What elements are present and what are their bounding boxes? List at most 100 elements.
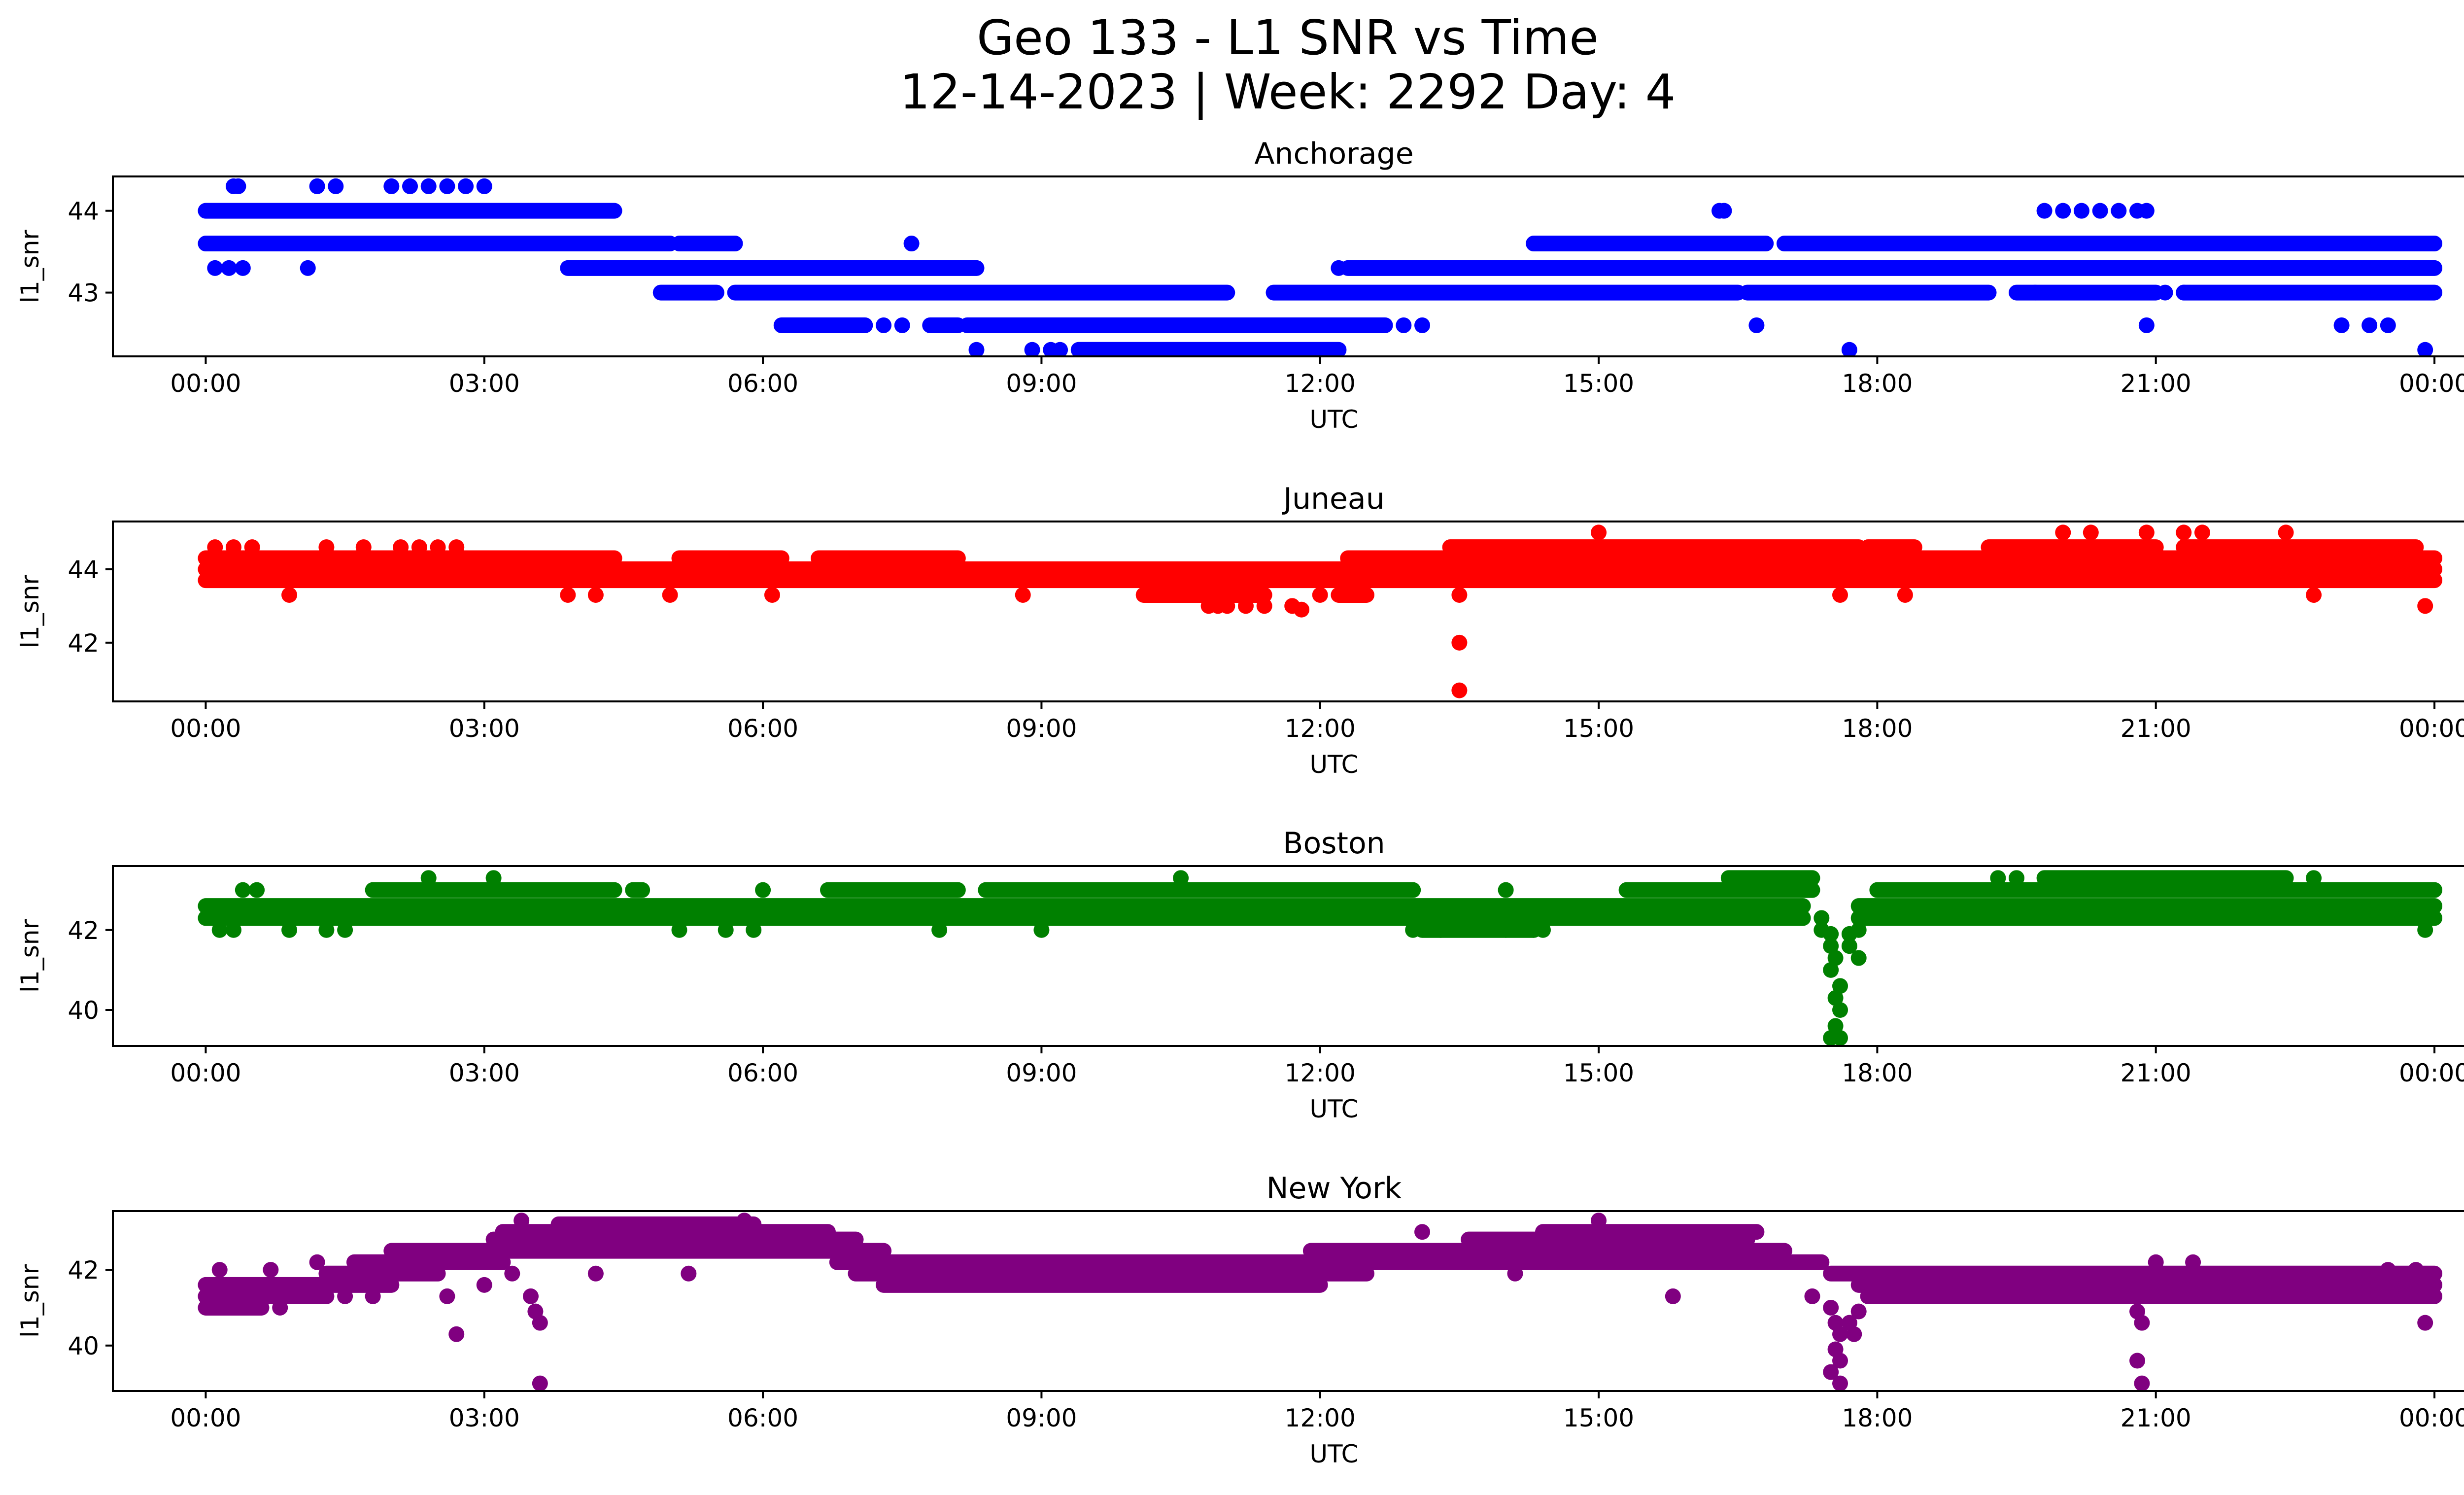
data-layer — [198, 870, 2443, 1046]
data-point — [764, 587, 780, 603]
axes-frame — [112, 521, 2464, 702]
data-point — [2138, 317, 2155, 333]
data-point — [420, 178, 437, 194]
data-point — [337, 1288, 353, 1304]
x-tick-label: 00:00 — [170, 714, 241, 743]
data-point — [1294, 601, 1310, 618]
data-point — [811, 317, 827, 333]
data-point — [2134, 1315, 2150, 1331]
data-point — [2148, 1254, 2164, 1270]
data-point — [1237, 598, 1254, 614]
data-point — [1897, 587, 1913, 603]
data-point — [587, 1265, 604, 1282]
data-point — [1665, 1288, 1681, 1304]
data-point — [532, 1375, 548, 1391]
data-point — [2157, 284, 2173, 301]
data-point — [1451, 634, 1468, 651]
subplot-anchorage: 00:00 03:00 06:00 09:00 12:00 15:00 18:00 21:00… — [16, 137, 2464, 434]
data-point — [1015, 587, 1031, 603]
x-tick-label: 06:00 — [727, 1404, 798, 1432]
figure-title-line1: Geo 133 - L1 SNR vs Time — [977, 10, 1599, 66]
data-point — [504, 1265, 520, 1282]
data-point — [1814, 922, 1830, 938]
x-axis-label: UTC — [1309, 405, 1358, 434]
data-point — [476, 1277, 492, 1293]
data-point — [1173, 870, 1189, 886]
data-point — [2417, 598, 2433, 614]
data-point — [2278, 524, 2294, 541]
data-point — [211, 922, 228, 938]
data-point — [2036, 203, 2053, 219]
figure-title-line2: 12-14-2023 | Week: 2292 Day: 4 — [899, 64, 1676, 120]
data-point — [1804, 1288, 1820, 1304]
x-tick-label: 15:00 — [1563, 1404, 1634, 1432]
data-point — [448, 539, 465, 556]
x-tick-label: 09:00 — [1006, 1404, 1077, 1432]
data-point — [560, 587, 576, 603]
data-point — [221, 260, 237, 276]
data-point — [2111, 203, 2127, 219]
data-point — [2306, 587, 2322, 603]
x-tick-label: 00:00 — [170, 1404, 241, 1432]
data-point — [1823, 1299, 1839, 1316]
data-point — [522, 1288, 539, 1304]
subplot-title: Juneau — [1281, 482, 1384, 516]
subplot-title: Anchorage — [1254, 137, 1413, 171]
data-point — [1405, 922, 1421, 938]
data-point — [439, 1288, 455, 1304]
data-point — [1507, 1265, 1523, 1282]
x-tick-label: 21:00 — [2121, 1404, 2191, 1432]
x-tick-label: 12:00 — [1285, 714, 1356, 743]
data-point — [1414, 317, 1431, 333]
data-point — [718, 922, 734, 938]
data-point — [476, 178, 492, 194]
data-point — [318, 922, 335, 938]
data-point — [318, 539, 335, 556]
data-point — [903, 236, 920, 252]
x-tick-label: 09:00 — [1006, 1059, 1077, 1087]
y-tick-label: 42 — [68, 1256, 99, 1285]
x-tick-label: 06:00 — [727, 714, 798, 743]
x-tick-label: 00:00 — [170, 1059, 241, 1087]
data-point — [1823, 938, 1839, 954]
x-tick-label: 09:00 — [1006, 369, 1077, 398]
data-point — [1451, 587, 1468, 603]
x-tick-label: 00:00 — [2399, 369, 2464, 398]
data-point — [2361, 317, 2378, 333]
x-tick-label: 18:00 — [1842, 714, 1913, 743]
data-point — [272, 1299, 288, 1316]
axes-frame — [112, 1210, 2464, 1392]
data-point — [1748, 317, 1765, 333]
data-point — [2009, 870, 2025, 886]
data-point — [411, 539, 427, 556]
data-point — [746, 922, 762, 938]
data-point — [968, 342, 985, 356]
y-axis-label: l1_snr — [16, 575, 44, 648]
data-point — [1832, 1375, 1848, 1391]
data-point — [430, 539, 446, 556]
data-point — [1832, 1353, 1848, 1369]
data-point — [1832, 978, 1848, 994]
data-point — [1396, 317, 1412, 333]
data-point — [207, 260, 223, 276]
y-axis-label: l1_snr — [16, 1264, 44, 1338]
data-point — [2092, 203, 2108, 219]
data-point — [1827, 990, 1844, 1006]
data-point — [1823, 1364, 1839, 1380]
data-point — [235, 260, 251, 276]
data-point — [1832, 1002, 1848, 1018]
data-point — [2129, 1353, 2146, 1369]
x-tick-label: 21:00 — [2121, 714, 2191, 743]
y-tick-label: 43 — [68, 279, 99, 308]
data-point — [894, 317, 910, 333]
data-layer — [198, 524, 2443, 698]
data-layer — [198, 1213, 2443, 1391]
data-point — [1832, 587, 1848, 603]
data-point — [2194, 524, 2210, 541]
data-point — [2138, 524, 2155, 541]
x-tick-label: 15:00 — [1563, 369, 1634, 398]
data-point — [230, 178, 246, 194]
x-tick-label: 12:00 — [1285, 369, 1356, 398]
x-tick-label: 00:00 — [2399, 1404, 2464, 1432]
